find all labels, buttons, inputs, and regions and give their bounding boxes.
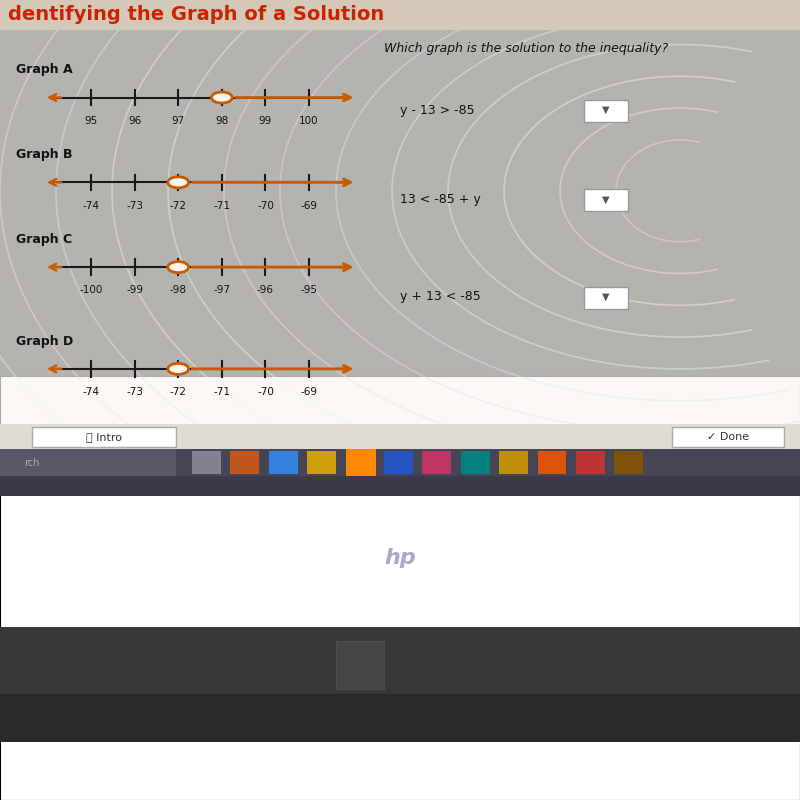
Text: 100: 100: [299, 116, 319, 126]
FancyBboxPatch shape: [32, 427, 176, 447]
Bar: [346, 450, 376, 476]
Text: 99: 99: [259, 116, 272, 126]
Bar: [0, 0, 800, 30]
Bar: [422, 451, 451, 474]
Text: Which graph is the solution to the inequality?: Which graph is the solution to the inequ…: [384, 42, 668, 55]
Text: -72: -72: [170, 387, 186, 397]
Text: -71: -71: [214, 201, 230, 210]
FancyBboxPatch shape: [584, 189, 628, 211]
Bar: [0, 627, 800, 694]
Text: ▼: ▼: [602, 292, 610, 302]
Bar: [336, 641, 384, 689]
Circle shape: [211, 92, 232, 103]
Text: dentifying the Graph of a Solution: dentifying the Graph of a Solution: [8, 6, 384, 24]
Text: Graph C: Graph C: [16, 233, 72, 246]
Text: -71: -71: [214, 387, 230, 397]
Bar: [0, 450, 800, 476]
Text: y - 13 > -85: y - 13 > -85: [400, 104, 474, 117]
Text: 13 < -85 + y: 13 < -85 + y: [400, 193, 481, 206]
Bar: [230, 451, 259, 474]
Bar: [192, 451, 221, 474]
Bar: [0, 694, 800, 742]
Bar: [384, 451, 413, 474]
Text: -69: -69: [301, 387, 318, 397]
Text: ▼: ▼: [602, 106, 610, 115]
Text: rch: rch: [24, 458, 39, 468]
Text: -73: -73: [126, 201, 143, 210]
Text: -73: -73: [126, 387, 143, 397]
Circle shape: [168, 262, 189, 273]
Bar: [461, 451, 490, 474]
FancyBboxPatch shape: [672, 427, 784, 447]
Text: 97: 97: [171, 116, 185, 126]
Bar: [269, 451, 298, 474]
Text: -97: -97: [214, 286, 230, 295]
Text: hp: hp: [384, 547, 416, 568]
Circle shape: [168, 363, 189, 374]
Text: -99: -99: [126, 286, 143, 295]
Bar: [0, 450, 176, 476]
Text: -74: -74: [82, 387, 99, 397]
Text: -95: -95: [301, 286, 318, 295]
Text: 96: 96: [128, 116, 141, 126]
Text: Graph A: Graph A: [16, 63, 73, 77]
Bar: [499, 451, 528, 474]
Bar: [0, 450, 800, 496]
Text: ▼: ▼: [602, 194, 610, 204]
Circle shape: [168, 177, 189, 188]
FancyBboxPatch shape: [584, 286, 628, 309]
Text: 95: 95: [84, 116, 98, 126]
Text: -72: -72: [170, 201, 186, 210]
Text: -69: -69: [301, 201, 318, 210]
Text: Graph D: Graph D: [16, 335, 74, 348]
Bar: [614, 451, 643, 474]
Bar: [0, 424, 800, 450]
Text: y + 13 < -85: y + 13 < -85: [400, 290, 481, 303]
Text: 98: 98: [215, 116, 229, 126]
Text: -98: -98: [170, 286, 186, 295]
Text: 🔊 Intro: 🔊 Intro: [86, 432, 122, 442]
Bar: [307, 451, 336, 474]
Bar: [346, 451, 374, 474]
Bar: [538, 451, 566, 474]
Text: -74: -74: [82, 201, 99, 210]
Text: -100: -100: [79, 286, 102, 295]
Text: -96: -96: [257, 286, 274, 295]
FancyBboxPatch shape: [584, 100, 628, 122]
Text: -70: -70: [257, 201, 274, 210]
Text: -70: -70: [257, 387, 274, 397]
Bar: [576, 451, 605, 474]
Text: Graph B: Graph B: [16, 148, 73, 162]
Text: ✓ Done: ✓ Done: [707, 432, 749, 442]
